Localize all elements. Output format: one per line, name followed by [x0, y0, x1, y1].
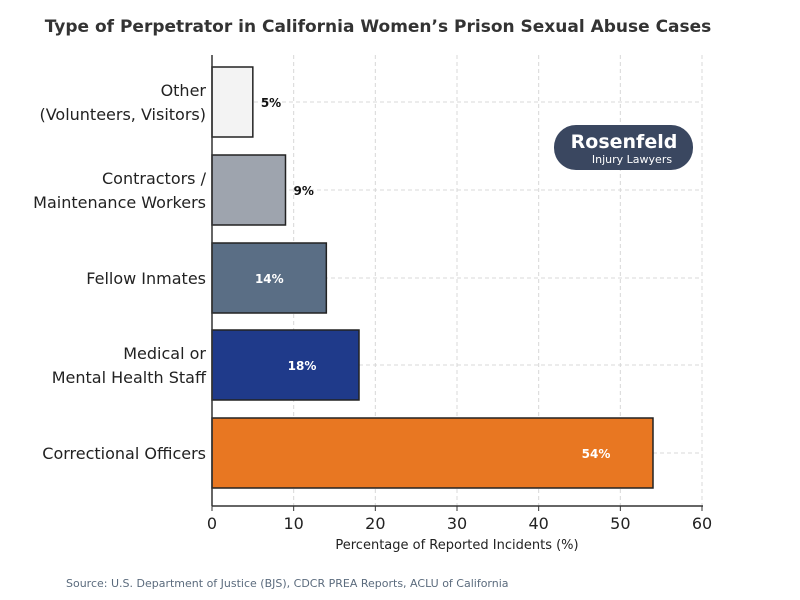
data-label: 5% [261, 96, 281, 110]
x-tick-label: 40 [528, 514, 548, 533]
bar [211, 154, 287, 226]
x-tick-label: 60 [692, 514, 712, 533]
x-axis-label: Percentage of Reported Incidents (%) [335, 538, 578, 553]
category-label: Fellow Inmates [86, 269, 206, 288]
category-labels: Correctional Officers Medical or Mental He… [33, 81, 207, 463]
bar [211, 66, 254, 138]
category-label: Correctional Officers [42, 444, 206, 463]
category-label: Medical or [123, 344, 206, 363]
x-ticks: 0 10 20 30 40 50 60 [207, 506, 712, 533]
data-label: 9% [294, 184, 314, 198]
x-tick-label: 10 [283, 514, 303, 533]
source-note: Source: U.S. Department of Justice (BJS)… [66, 577, 509, 590]
category-label: Mental Health Staff [52, 368, 207, 387]
chart-title: Type of Perpetrator in California Women’… [45, 17, 712, 37]
x-tick-label: 0 [207, 514, 217, 533]
category-label: Other [161, 81, 207, 100]
bar [211, 242, 328, 314]
data-label: 14% [255, 272, 284, 286]
category-label: (Volunteers, Visitors) [39, 105, 206, 124]
x-tick-label: 30 [447, 514, 467, 533]
x-tick-label: 50 [610, 514, 630, 533]
category-label: Contractors / [102, 169, 207, 188]
bar [211, 417, 654, 489]
logo-line1: Rosenfeld [571, 131, 678, 153]
x-tick-label: 20 [365, 514, 385, 533]
rosenfeld-logo: Rosenfeld Injury Lawyers [554, 125, 693, 170]
bars: 54% 18% 14% 9% 5% [211, 66, 654, 489]
bar [211, 329, 360, 401]
logo-line2: Injury Lawyers [592, 153, 672, 166]
data-label: 18% [288, 359, 317, 373]
data-label: 54% [582, 447, 611, 461]
category-label: Maintenance Workers [33, 193, 206, 212]
